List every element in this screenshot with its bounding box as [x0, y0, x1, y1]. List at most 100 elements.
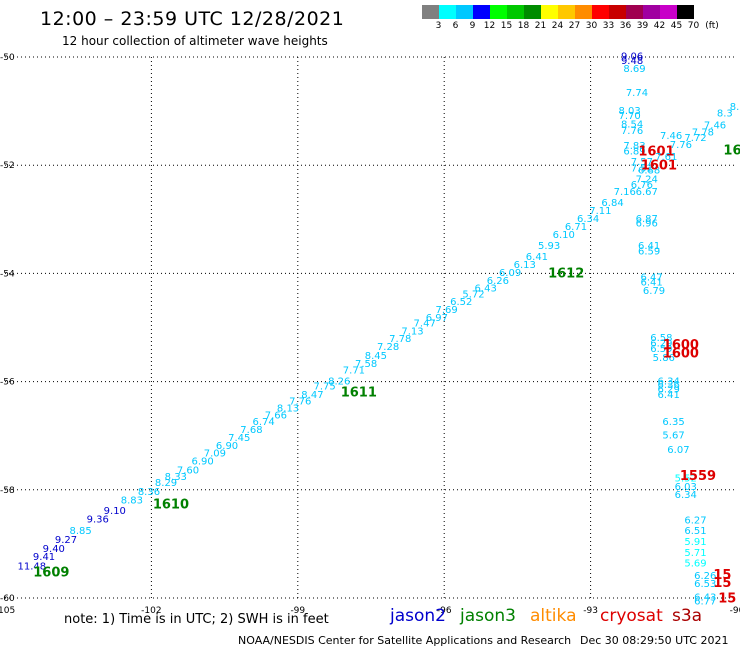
wave-height-label: 5.52: [675, 474, 697, 485]
pass-time-label: 1611: [341, 386, 377, 401]
wave-height-label: 7.09: [204, 448, 226, 459]
wave-height-label: 6.52: [450, 297, 472, 308]
y-tick-label: -56: [0, 378, 15, 388]
wave-height-label: 5.93: [538, 241, 560, 252]
wave-height-label: 6.53: [694, 579, 716, 590]
color-legend: [422, 5, 694, 19]
legend-label: 18: [517, 21, 530, 31]
wave-height-label: 6.41: [526, 252, 548, 263]
wave-height-label: 7.76: [670, 140, 692, 151]
legend-swatch: [473, 5, 490, 19]
wave-height-label: 7.71: [343, 365, 365, 376]
wave-height-label: 5.67: [662, 430, 684, 441]
wave-height-label: 8.69: [623, 64, 645, 75]
legend-swatch: [558, 5, 575, 19]
legend-label: 21: [534, 21, 547, 31]
legend-swatch: [507, 5, 524, 19]
wave-height-label: 7.24: [636, 175, 658, 186]
legend-label: 24: [551, 21, 564, 31]
footer-date: Dec 30 08:29:50 UTC 2021: [580, 634, 729, 647]
footer-note: note: 1) Time is in UTC; 2) SWH is in fe…: [64, 612, 329, 627]
wave-height-label: 6.87: [636, 214, 658, 225]
legend-swatch: [541, 5, 558, 19]
wave-height-label: 6.84: [601, 198, 623, 209]
wave-height-label: 8.13: [277, 403, 299, 414]
wave-height-label: 8.83: [121, 495, 143, 506]
wave-height-label: 8.26: [328, 376, 350, 387]
wave-height-label: 6.29: [650, 338, 672, 349]
wave-height-label: 6.34: [675, 490, 697, 501]
chart-subtitle: 12 hour collection of altimeter wave hei…: [62, 34, 328, 48]
wave-height-label: 6.88: [638, 165, 660, 176]
wave-height-label: 7.68: [240, 425, 262, 436]
wave-height-label: 6.59: [650, 344, 672, 355]
wave-height-label: 7.52: [631, 164, 653, 175]
legend-swatch: [592, 5, 609, 19]
wave-height-label: 6.97: [426, 313, 448, 324]
wave-height-label: 6.43: [475, 283, 497, 294]
legend-swatch: [643, 5, 660, 19]
legend-swatch: [660, 5, 677, 19]
wave-height-label: 9.27: [55, 535, 77, 546]
pass-time-label: 161: [723, 143, 740, 158]
wave-height-label: 8.33: [165, 472, 187, 483]
wave-height-label: 6.59: [638, 246, 660, 257]
wave-height-label: 8.47: [301, 390, 323, 401]
legend-label: 12: [483, 21, 496, 31]
legend-label: 36: [619, 21, 632, 31]
pass-time-label: 1612: [548, 267, 584, 282]
wave-height-label: 6.90: [216, 441, 238, 452]
wave-height-label: 6.79: [643, 286, 665, 297]
wave-height-label: 5.86: [653, 353, 675, 364]
wave-height-label: 8.3: [717, 109, 733, 120]
satellite-name: altika: [530, 606, 577, 626]
satellite-name: s3a: [672, 606, 703, 626]
wave-height-label: 7.58: [355, 359, 377, 370]
wave-height-label: 8.85: [70, 526, 92, 537]
wave-height-label: 6.34: [658, 376, 680, 387]
pass-time-label: 1609: [33, 565, 69, 580]
wave-height-label: 5.71: [684, 548, 706, 559]
wave-height-label: 7.13: [401, 327, 423, 338]
legend-swatch: [422, 5, 439, 19]
wave-height-label: 6.58: [650, 333, 672, 344]
wave-height-label: 6.27: [684, 515, 706, 526]
wave-height-label: 11.48: [18, 561, 47, 572]
wave-height-label: 8.03: [619, 106, 641, 117]
legend-swatch: [524, 5, 541, 19]
y-tick-label: -52: [0, 161, 15, 171]
wave-height-label: 7.66: [265, 410, 287, 421]
y-tick-label: -54: [0, 269, 15, 279]
wave-height-label: 6.67: [636, 187, 658, 198]
wave-height-label: 7.78: [389, 334, 411, 345]
wave-height-label: 6.43: [694, 593, 716, 604]
pass-time-label: 1601: [638, 144, 674, 159]
pass-time-label: 15: [713, 576, 731, 591]
wave-height-label: 9.10: [104, 506, 126, 517]
wave-height-label: 6.96: [636, 218, 658, 229]
wave-height-label: 7.61: [655, 152, 677, 163]
x-tick-label: -96: [437, 606, 452, 616]
chart-title: 12:00 – 23:59 UTC 12/28/2021: [40, 8, 345, 30]
x-tick-label: -105: [0, 606, 15, 616]
wave-height-label: 6.51: [684, 526, 706, 537]
x-tick-label: -99: [290, 606, 305, 616]
legend-label: 27: [568, 21, 581, 31]
legend-label: 45: [670, 21, 683, 31]
wave-height-label: 9.41: [33, 552, 55, 563]
legend-swatch: [490, 5, 507, 19]
legend-swatch: [626, 5, 643, 19]
footer-credit: NOAA/NESDIS Center for Satellite Applica…: [238, 634, 572, 647]
legend-swatch: [439, 5, 456, 19]
wave-height-label: 8.54: [621, 119, 643, 130]
wave-height-label: 7.60: [177, 466, 199, 477]
y-tick-label: -50: [0, 53, 15, 63]
wave-height-label: 9.48: [621, 56, 643, 67]
x-tick-label: -93: [583, 606, 598, 616]
legend-swatch: [677, 5, 694, 19]
legend-label: 6: [452, 21, 459, 31]
legend-swatch: [456, 5, 473, 19]
wave-height-label: 7.45: [228, 433, 250, 444]
wave-height-label: 7.78: [692, 127, 714, 138]
pass-time-label: 15: [718, 591, 736, 606]
